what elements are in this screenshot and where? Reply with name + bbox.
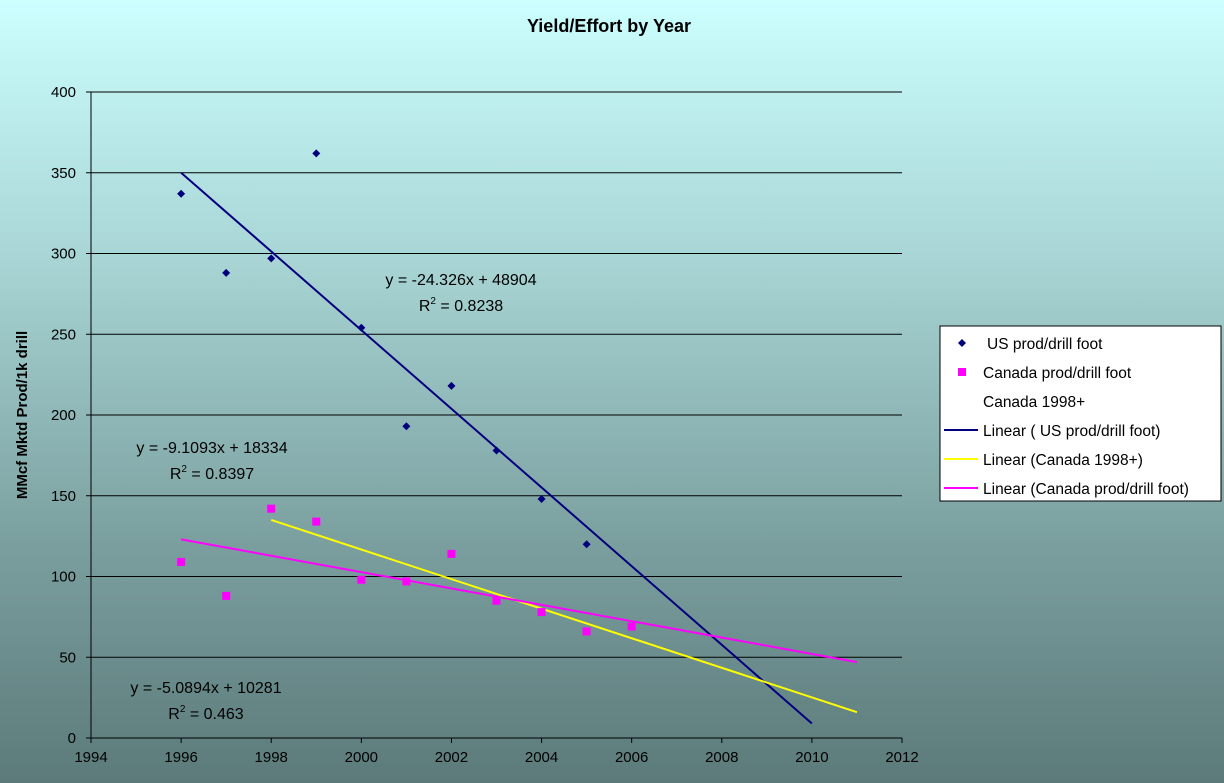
data-point-us (402, 422, 411, 431)
eq-canada-1998: y = -9.1093x + 18334 (136, 440, 287, 457)
data-points (177, 149, 636, 636)
x-tick-label: 2012 (885, 749, 918, 766)
r2-canada: R2 = 0.463 (168, 704, 244, 723)
y-tick-label: 400 (51, 84, 76, 101)
y-tick-label: 100 (51, 569, 76, 586)
eq-us: y = -24.326x + 48904 (385, 272, 536, 289)
legend-label: Canada 1998+ (983, 394, 1085, 411)
legend-label: Linear ( US prod/drill foot) (983, 423, 1160, 440)
legend-entry-1: Canada prod/drill foot (958, 365, 1132, 382)
data-point-canada (627, 622, 636, 631)
legend-label: US prod/drill foot (987, 336, 1103, 353)
trendline-2 (180, 538, 858, 664)
y-tick-label: 200 (51, 407, 76, 424)
y-tick-label: 250 (51, 326, 76, 343)
x-tick-label: 2008 (705, 749, 738, 766)
legend-label: Canada prod/drill foot (983, 365, 1132, 382)
x-tick-label: 1998 (255, 749, 288, 766)
data-point-canada (582, 627, 591, 636)
trendline-1 (270, 519, 858, 714)
x-tick-label: 2002 (435, 749, 468, 766)
y-tick-label: 300 (51, 246, 76, 263)
data-point-canada (222, 591, 231, 600)
x-tick-label: 1994 (74, 749, 107, 766)
data-point-us (357, 323, 366, 332)
legend-entry-3: Linear ( US prod/drill foot) (944, 423, 1160, 440)
legend: US prod/drill foot Canada prod/drill foot… (939, 325, 1222, 502)
r2-canada-1998: R2 = 0.8397 (170, 464, 254, 483)
gridlines (91, 91, 902, 658)
x-tick-label: 2010 (795, 749, 828, 766)
legend-box (939, 325, 1222, 502)
y-tick-label: 0 (68, 730, 76, 747)
axes (86, 91, 903, 743)
data-point-us (582, 540, 591, 549)
data-point-canada (537, 608, 546, 617)
y-tick-labels: 0 50 100 150 200 250 300 350 400 (51, 84, 76, 747)
eq-canada: y = -5.0894x + 10281 (130, 680, 281, 697)
data-point-canada (402, 577, 411, 586)
r2-us: R2 = 0.8238 (419, 296, 503, 315)
data-point-us (222, 268, 231, 277)
legend-entry-4: Linear (Canada 1998+) (944, 452, 1143, 469)
legend-entry-2: Canada 1998+ (983, 394, 1085, 411)
legend-entry-5: Linear (Canada prod/drill foot) (944, 481, 1189, 498)
legend-label: Linear (Canada 1998+) (983, 452, 1143, 469)
data-point-canada (177, 557, 186, 566)
legend-label: Linear (Canada prod/drill foot) (983, 481, 1189, 498)
x-tick-labels: 1994 1996 1998 2000 2002 2004 2006 2008 2010 2012 (74, 749, 918, 766)
x-tick-label: 2000 (345, 749, 378, 766)
legend-marker-square (958, 368, 966, 376)
x-tick-label: 2006 (615, 749, 648, 766)
y-axis-label: MMcf Mktd Prod/1k drill (14, 331, 31, 499)
x-tick-label: 1996 (164, 749, 197, 766)
data-point-us (492, 446, 501, 455)
data-point-us (537, 494, 546, 503)
data-point-canada (447, 549, 456, 558)
x-tick-label: 2004 (525, 749, 558, 766)
chart-title: Yield/Effort by Year (527, 16, 691, 36)
data-point-canada (267, 504, 276, 513)
data-point-canada (492, 596, 501, 605)
legend-entry-0: US prod/drill foot (958, 336, 1103, 353)
legend-marker-diamond (958, 339, 966, 347)
data-point-us (267, 254, 276, 263)
y-tick-label: 50 (59, 649, 76, 666)
data-point-canada (357, 575, 366, 584)
data-point-canada (312, 517, 321, 526)
y-tick-label: 150 (51, 488, 76, 505)
y-tick-label: 350 (51, 165, 76, 182)
data-point-us (177, 189, 186, 198)
data-point-us (312, 149, 321, 158)
data-point-us (447, 381, 456, 390)
